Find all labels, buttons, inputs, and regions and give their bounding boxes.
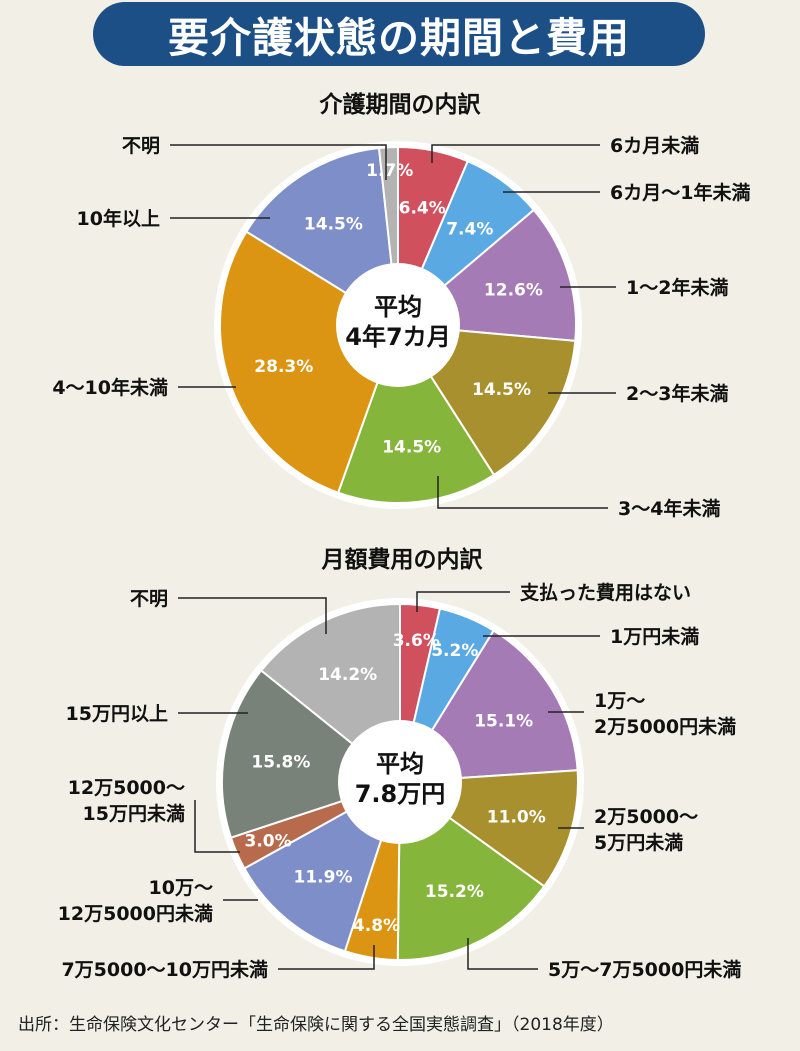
- leader-line: [194, 800, 240, 853]
- category-label: 10年以上: [77, 207, 160, 230]
- data-label: 7.4%: [446, 220, 493, 240]
- data-label: 14.5%: [472, 380, 531, 400]
- category-label: 1万～: [594, 690, 645, 712]
- category-label: 12万5000～: [68, 777, 185, 799]
- pie-slice: [336, 322, 496, 504]
- category-label: 6カ月～1年未満: [610, 181, 750, 204]
- data-label: 14.5%: [382, 437, 441, 457]
- category-label: 不明: [122, 135, 160, 157]
- pie-center-hole: [338, 720, 462, 844]
- center-label: 平均: [376, 750, 424, 778]
- category-label: 1万円未満: [610, 625, 699, 648]
- category-label: 3～4年未満: [618, 497, 720, 520]
- pie-center-hole: [336, 263, 460, 387]
- chart-title: 月額費用の内訳: [321, 546, 484, 573]
- data-label: 14.5%: [304, 215, 363, 235]
- data-label: 3.6%: [393, 631, 440, 651]
- center-label: 7.8万円: [355, 780, 446, 808]
- data-label: 11.9%: [294, 867, 353, 887]
- category-label: 6カ月未満: [610, 134, 699, 157]
- data-label: 6.4%: [399, 198, 446, 218]
- category-label: 不明: [130, 588, 168, 610]
- data-label: 12.6%: [484, 281, 543, 301]
- data-label: 3.0%: [245, 832, 292, 852]
- center-label: 4年7カ月: [345, 323, 450, 351]
- category-label: 支払った費用はない: [519, 581, 691, 604]
- data-label: 15.1%: [474, 712, 533, 732]
- category-label: 7万5000～10万円未満: [61, 958, 268, 981]
- category-label: 15万円未満: [83, 802, 185, 825]
- leader-line: [416, 591, 510, 612]
- category-label: 5万～7万5000円未満: [548, 958, 741, 981]
- category-label: 12万5000円未満: [58, 902, 213, 925]
- category-label: 10万～: [149, 877, 213, 899]
- source-note: 出所：生命保険文化センター「生命保険に関する全国実態調査」（2018年度）: [18, 1015, 614, 1035]
- data-label: 14.2%: [318, 665, 377, 685]
- pie-slice: [219, 230, 400, 494]
- chart-title: 介護期間の内訳: [319, 91, 482, 118]
- category-label: 4～10年未満: [52, 376, 168, 399]
- page-title: 要介護状態の期間と費用: [93, 2, 705, 66]
- center-label: 平均: [374, 293, 422, 321]
- leader-line: [467, 938, 538, 970]
- leader-line: [170, 144, 387, 180]
- data-label: 4.8%: [353, 916, 400, 936]
- leader-line: [278, 945, 375, 970]
- data-label: 28.3%: [254, 357, 313, 377]
- data-label: 5.2%: [431, 641, 478, 661]
- data-label: 1.7%: [366, 161, 413, 181]
- category-label: 2万5000～: [594, 806, 698, 828]
- leader-line: [178, 597, 327, 634]
- data-label: 11.0%: [487, 808, 546, 828]
- data-label: 15.2%: [425, 882, 484, 902]
- category-label: 5万円未満: [594, 831, 683, 854]
- category-label: 1～2年未満: [626, 276, 728, 299]
- leader-line: [437, 476, 608, 509]
- category-label: 15万円以上: [66, 703, 168, 725]
- data-label: 15.8%: [251, 752, 310, 772]
- category-label: 2～3年未満: [626, 382, 728, 405]
- leader-line: [431, 144, 600, 163]
- category-label: 2万5000円未満: [594, 715, 736, 738]
